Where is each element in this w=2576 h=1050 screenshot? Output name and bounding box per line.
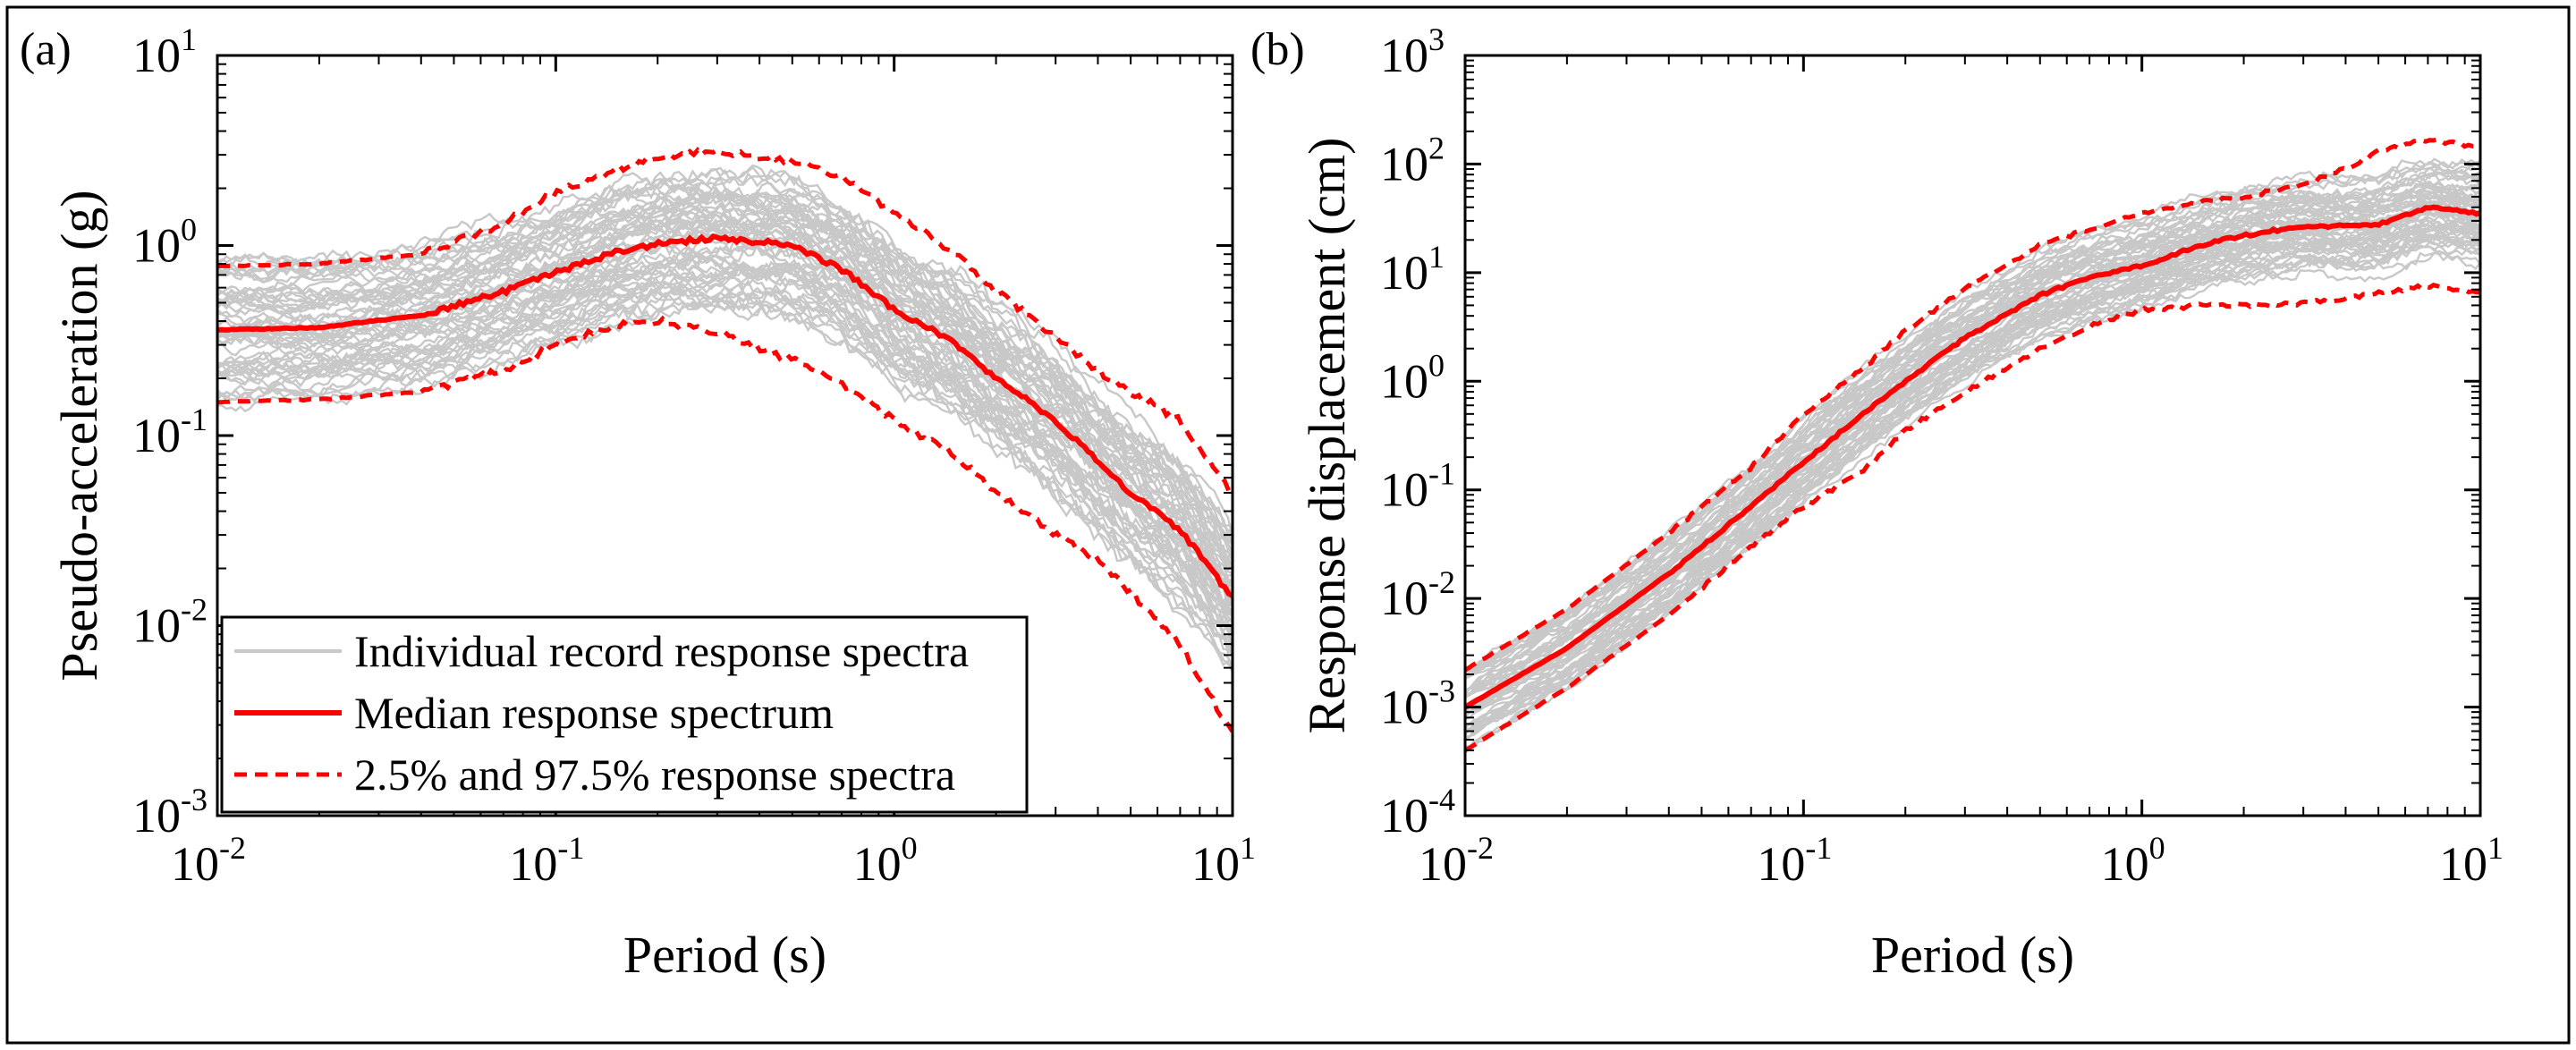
panel-b-plot-area: 10-2 10-1 100 101 10-4 10-3 10-2 10-1 100 101 102 1…	[1298, 21, 2504, 984]
individual-record-line	[217, 165, 1233, 537]
individual-record-line	[1465, 244, 2480, 735]
y-tick-label: 100	[132, 212, 197, 273]
individual-record-line	[217, 300, 1233, 635]
x-axis-title: Period (s)	[1871, 926, 2074, 984]
individual-record-line	[217, 176, 1233, 559]
y-tick-label: 101	[1380, 239, 1445, 300]
y-axis-title: Response displacement (cm)	[1298, 138, 1356, 734]
panel-b: (b) 10-2 10-1 100 101 10-4 10-3 10-2 10-1 100 101…	[1250, 21, 2504, 984]
individual-record-line	[1465, 165, 2480, 676]
individual-record-line	[1465, 193, 2480, 680]
y-tick-label: 102	[1380, 130, 1445, 191]
panel-b-label: (b)	[1250, 24, 1305, 75]
y-tick-label: 10-2	[1380, 564, 1455, 625]
individual-record-line	[217, 213, 1233, 615]
individual-record-line	[1465, 238, 2480, 736]
median-series-line	[217, 233, 1233, 598]
x-tick-label: 10-1	[1757, 830, 1832, 891]
y-tick-label: 100	[1380, 347, 1445, 408]
plot-frame	[1463, 54, 2482, 817]
x-tick-label: 10-2	[1419, 830, 1494, 891]
figure-frame	[5, 5, 2571, 1045]
individual-record-line	[217, 242, 1233, 602]
individual-record-line	[1465, 251, 2480, 741]
lower-bound-series-line	[1465, 283, 2480, 753]
y-tick-label: 10-2	[132, 592, 208, 653]
individual-record-line	[217, 170, 1233, 538]
panel-a-legend: Individual record response spectra Media…	[220, 615, 1029, 814]
median-series-line	[1465, 204, 2480, 710]
x-tick-label: 10-1	[509, 830, 584, 891]
lower-bound-series-line	[217, 315, 1233, 733]
individual-record-line	[1465, 236, 2480, 739]
individual-record-line	[217, 276, 1233, 652]
individual-record-line	[217, 287, 1233, 673]
x-axis-ticks	[1463, 55, 2482, 816]
y-axis-title: Pseudo-acceleration (g)	[50, 190, 108, 681]
x-tick-label: 100	[2101, 830, 2165, 891]
panel-a: (a) 10-2 10-1 100 10110-310-210-1100101Peri…	[20, 21, 1256, 984]
individual-record-line	[217, 242, 1233, 634]
individual-record-line	[217, 228, 1233, 577]
x-tick-label: 101	[1191, 830, 1256, 891]
individual-record-line	[217, 270, 1233, 652]
individual-record-line	[217, 179, 1233, 528]
legend-bounds-label: 2.5% and 97.5% response spectra	[354, 749, 955, 800]
individual-record-line	[217, 189, 1233, 534]
y-axis-ticks	[1465, 54, 2480, 817]
y-tick-label: 10-3	[132, 782, 208, 843]
legend-box	[220, 615, 1029, 814]
upper-bound-series-line	[217, 147, 1233, 495]
legend-individual-label: Individual record response spectra	[354, 626, 969, 676]
individual-record-line	[217, 187, 1233, 588]
individual-record-line	[1465, 193, 2480, 696]
x-tick-label: 100	[853, 830, 918, 891]
individual-record-line	[1465, 168, 2480, 679]
y-tick-label: 10-3	[1380, 673, 1455, 734]
panel-a-label: (a)	[20, 24, 72, 75]
individual-record-line	[1465, 182, 2480, 699]
individual-record-line	[217, 209, 1233, 601]
y-tick-label: 10-4	[1380, 782, 1455, 843]
x-axis-title: Period (s)	[623, 926, 826, 984]
individual-record-line	[217, 258, 1233, 613]
individual-record-line	[217, 198, 1233, 559]
y-tick-label: 10-1	[132, 402, 208, 462]
individual-record-line	[217, 184, 1233, 544]
legend-median-label: Median response spectrum	[354, 688, 834, 738]
y-tick-label: 101	[132, 21, 197, 82]
x-tick-label: 10-2	[171, 830, 246, 891]
y-tick-label: 10-1	[1380, 456, 1455, 517]
y-tick-label: 103	[1380, 21, 1445, 82]
individual-record-line	[1465, 203, 2480, 716]
x-tick-label: 101	[2439, 830, 2504, 891]
